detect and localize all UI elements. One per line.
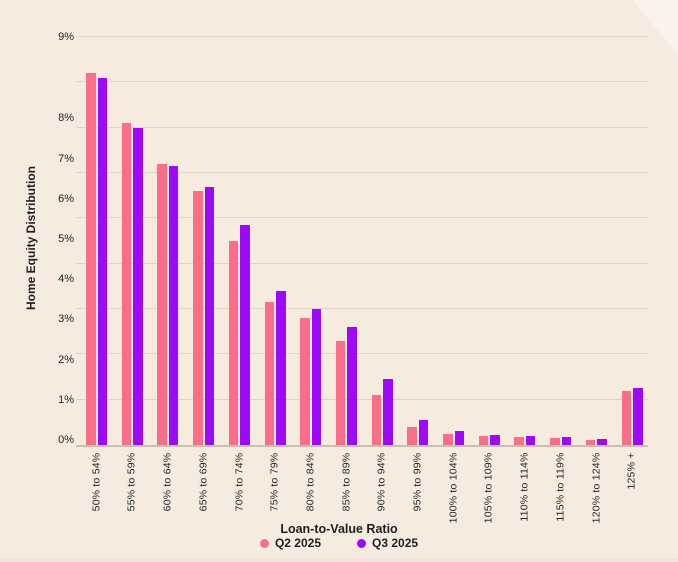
y-tick-label: 3% xyxy=(58,313,74,326)
bar-q3-2025 xyxy=(454,431,464,445)
bar-q3-2025 xyxy=(561,437,572,445)
y-tick-label: 0% xyxy=(58,434,74,446)
legend-swatch xyxy=(259,538,269,548)
gridline xyxy=(76,308,648,309)
bar-q3-2025 xyxy=(97,77,107,445)
y-tick-label: 6% xyxy=(58,192,74,205)
legend: Q2 2025 Q3 2025 xyxy=(0,536,678,550)
x-tick-label: 100% to 104% xyxy=(447,452,460,523)
legend-label: Q2 2025 xyxy=(274,536,321,550)
legend-item: Q3 2025 xyxy=(357,536,418,550)
bar-q3-2025 xyxy=(168,166,179,445)
gridline xyxy=(76,217,648,218)
y-tick-label: 9% xyxy=(58,31,74,43)
x-tick-label: 80% to 84% xyxy=(304,452,317,511)
x-tick-label: 115% to 119% xyxy=(554,451,567,522)
bar-q3-2025 xyxy=(311,309,322,445)
bar-q2-2025 xyxy=(443,433,453,445)
x-tick-label: 95% to 99% xyxy=(411,452,424,511)
bar-q2-2025 xyxy=(371,395,382,445)
y-tick-label: 1% xyxy=(58,393,74,406)
x-tick-label: 120% to 124% xyxy=(589,452,602,523)
bar-q3-2025 xyxy=(418,420,429,445)
bar-q3-2025 xyxy=(204,186,215,445)
y-tick-label: 7% xyxy=(58,152,74,165)
gridline xyxy=(76,127,648,128)
x-axis-line xyxy=(76,445,648,447)
y-tick-label: 5% xyxy=(58,233,74,245)
bar-q3-2025 xyxy=(597,439,607,445)
y-tick-label: 2% xyxy=(58,353,74,366)
bar-q3-2025 xyxy=(633,388,643,445)
x-tick-label: 105% to 109% xyxy=(482,452,495,523)
bar-q3-2025 xyxy=(490,435,500,445)
gridline xyxy=(76,36,648,37)
bar-q2-2025 xyxy=(228,241,239,445)
legend-item: Q2 2025 xyxy=(259,536,321,550)
gridline xyxy=(76,399,648,400)
y-tick-label: 4% xyxy=(58,273,74,286)
gridline xyxy=(76,81,648,82)
gridline xyxy=(76,263,648,264)
bar-q2-2025 xyxy=(514,437,524,445)
bar-q2-2025 xyxy=(193,191,203,445)
x-tick-label: 60% to 64% xyxy=(161,452,174,511)
y-tick-label: 8% xyxy=(58,112,74,125)
bottom-edge-decoration xyxy=(0,559,678,562)
plot-area xyxy=(76,36,648,447)
bar-q2-2025 xyxy=(264,302,274,445)
x-tick-label: 85% to 89% xyxy=(339,452,352,511)
bar-q2-2025 xyxy=(585,440,596,445)
bar-q2-2025 xyxy=(157,163,167,445)
bar-q3-2025 xyxy=(240,225,250,445)
x-axis-title-row: Loan-to-Value Ratio xyxy=(0,520,678,538)
x-axis-title: Loan-to-Value Ratio xyxy=(280,522,398,536)
x-tick-label: 125% + xyxy=(625,451,638,490)
x-tick-label: 50% to 54% xyxy=(90,452,103,511)
bar-q2-2025 xyxy=(407,426,417,445)
x-tick-label: 70% to 74% xyxy=(232,452,245,511)
bar-q2-2025 xyxy=(621,390,631,445)
x-tick-label: 65% to 69% xyxy=(197,452,210,511)
bar-q2-2025 xyxy=(335,340,346,445)
x-tick-label: 90% to 94% xyxy=(375,452,388,511)
gridline xyxy=(76,172,648,173)
x-tick-label: 75% to 79% xyxy=(268,452,281,511)
legend-swatch xyxy=(357,538,366,548)
bar-q2-2025 xyxy=(550,438,560,445)
bar-q3-2025 xyxy=(347,327,357,445)
bar-q3-2025 xyxy=(525,436,536,445)
bar-q3-2025 xyxy=(133,127,143,445)
bar-q2-2025 xyxy=(121,123,132,445)
bar-q2-2025 xyxy=(478,435,489,445)
bar-q3-2025 xyxy=(276,290,286,445)
gridline xyxy=(76,353,648,354)
bar-q2-2025 xyxy=(300,318,310,445)
bar-q2-2025 xyxy=(86,73,96,445)
x-tick-label: 55% to 59% xyxy=(125,452,138,511)
x-tick-label: 110% to 114% xyxy=(518,451,531,522)
legend-label: Q3 2025 xyxy=(372,536,419,550)
bar-q3-2025 xyxy=(383,379,393,445)
